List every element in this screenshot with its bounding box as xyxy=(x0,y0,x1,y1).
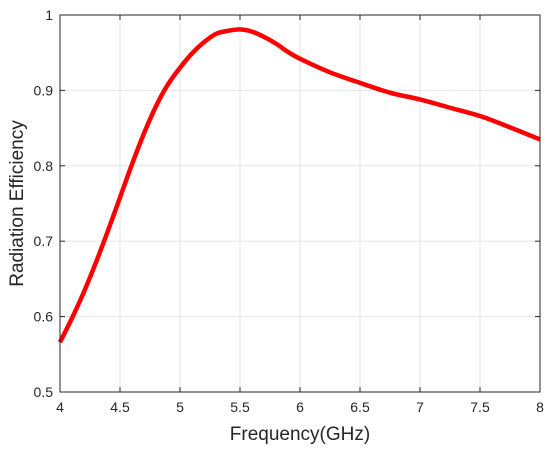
y-tick-label: 0.8 xyxy=(34,158,54,174)
x-tick-label: 6.5 xyxy=(350,399,370,415)
x-axis-title: Frequency(GHz) xyxy=(230,424,370,445)
y-axis-title: Radiation Efficiency xyxy=(7,120,28,287)
y-tick-label: 0.7 xyxy=(34,233,54,249)
y-tick-label: 1 xyxy=(45,7,53,23)
tick-marks xyxy=(59,14,541,393)
x-tick-label: 7.5 xyxy=(470,399,490,415)
y-tick-labels: 0.5 0.6 0.7 0.8 0.9 1 xyxy=(34,7,54,400)
x-tick-label: 7 xyxy=(416,399,424,415)
x-tick-labels: 4 4.5 5 5.5 6 6.5 7 7.5 8 xyxy=(56,399,544,415)
series-layer xyxy=(57,27,541,344)
x-tick-label: 5 xyxy=(176,399,184,415)
x-tick-label: 5.5 xyxy=(230,399,250,415)
x-tick-label: 8 xyxy=(536,399,544,415)
x-tick-label: 6 xyxy=(296,399,304,415)
y-tick-label: 0.6 xyxy=(34,309,54,325)
x-tick-label: 4 xyxy=(56,399,64,415)
x-tick-label: 4.5 xyxy=(110,399,130,415)
y-tick-label: 0.9 xyxy=(34,82,54,98)
y-tick-label: 0.5 xyxy=(34,384,54,400)
series-line xyxy=(57,27,541,344)
